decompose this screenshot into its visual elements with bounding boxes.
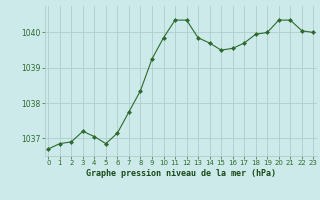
X-axis label: Graphe pression niveau de la mer (hPa): Graphe pression niveau de la mer (hPa) <box>86 169 276 178</box>
